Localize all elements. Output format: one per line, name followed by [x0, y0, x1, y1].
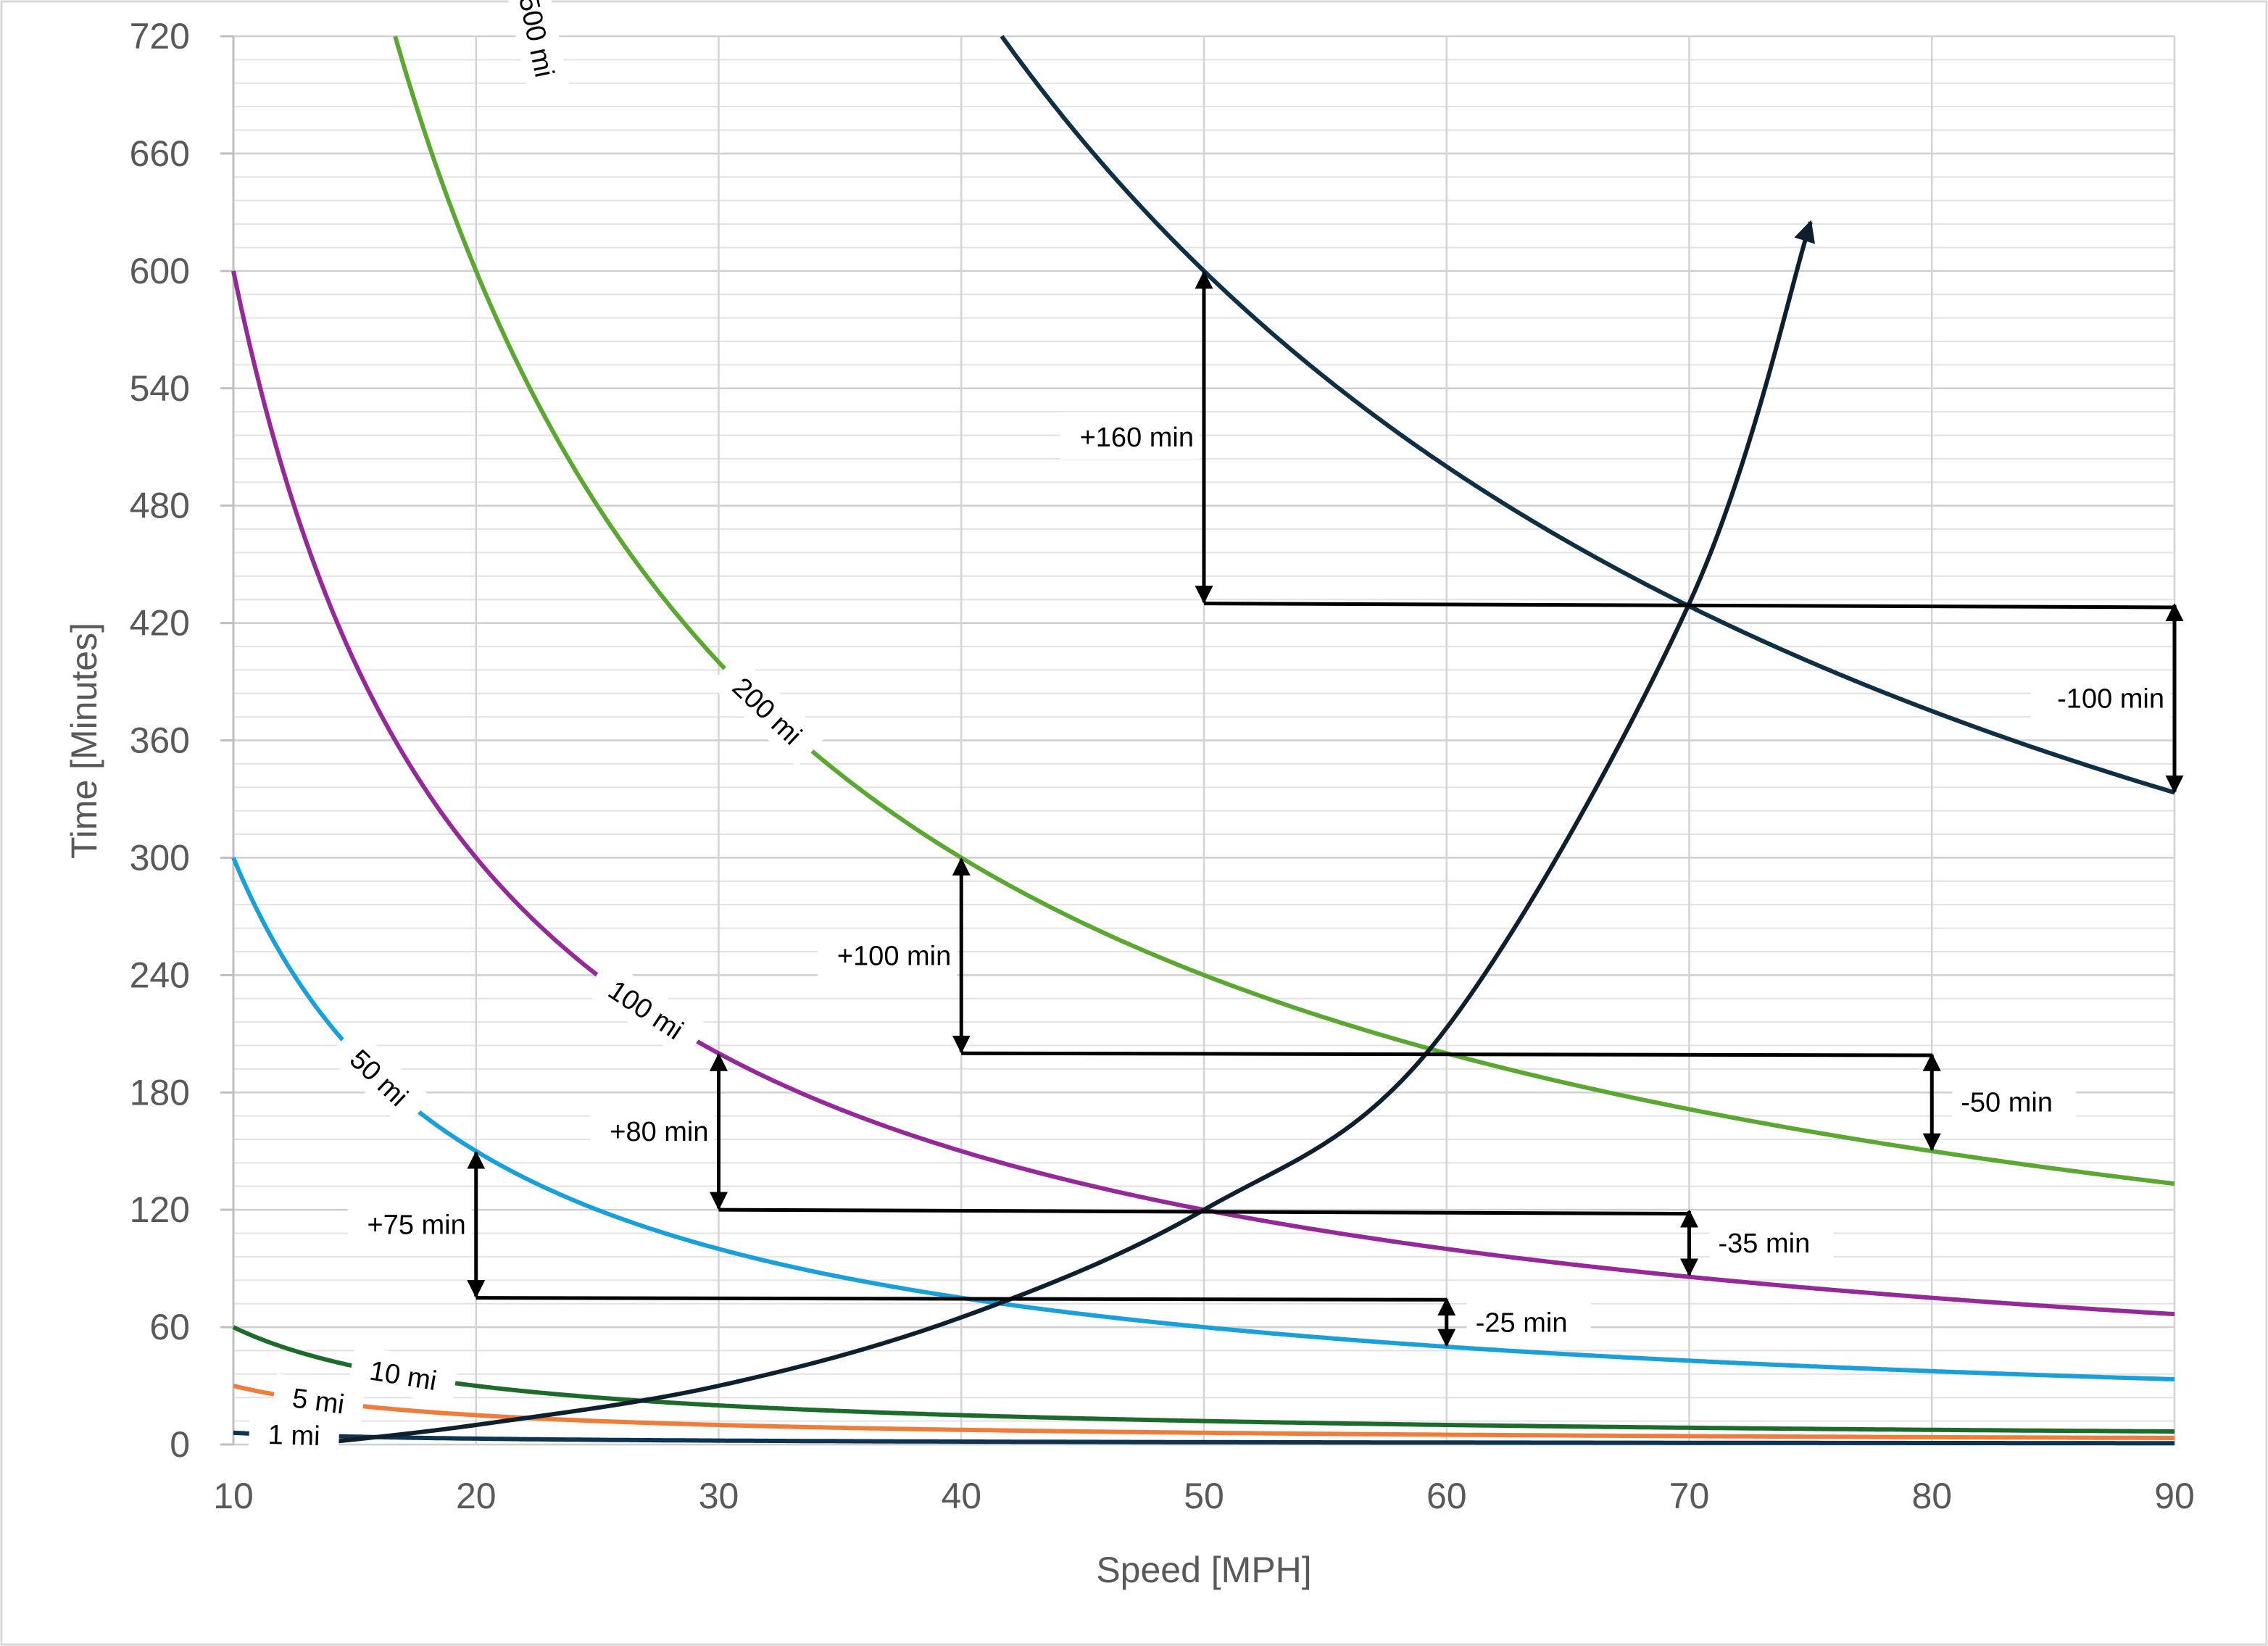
series-line-500-mi: [1000, 35, 2175, 795]
x-tick-label: 20: [456, 1476, 497, 1516]
y-axis-title: Time [Minutes]: [64, 623, 104, 859]
annotation-label: -50 min: [1961, 1088, 2053, 1118]
series-line-1-mi: [233, 1430, 2174, 1446]
series-label-bg: [348, 1345, 459, 1405]
y-tick-label: 720: [130, 16, 190, 57]
series-label-bg: [504, 0, 570, 99]
grid: [232, 35, 2176, 1446]
series-label-group: 10 mi: [348, 1345, 459, 1405]
annotations: +160 min -100 min +100 min -50 min +80 min -3…: [347, 270, 2184, 1347]
y-tick-label: 300: [130, 837, 190, 878]
x-tick-label: 40: [941, 1476, 981, 1516]
series-line-5-mi: [233, 1384, 2174, 1440]
annotation-label-bg: [590, 1107, 715, 1154]
reference-line: [718, 1208, 1690, 1216]
series-label-bg: [248, 1412, 340, 1457]
x-tick-label: 10: [213, 1476, 254, 1516]
y-tick-label: 0: [170, 1424, 190, 1465]
x-tick-label: 80: [1911, 1476, 1952, 1516]
reference-line: [1203, 602, 2175, 610]
series-label-group: 1 mi: [248, 1412, 340, 1457]
annotation-label-bg: [818, 931, 958, 978]
annotation-label: +80 min: [610, 1117, 708, 1147]
annotation-label-bg: [1060, 412, 1200, 460]
x-tick-label: 90: [2154, 1476, 2195, 1516]
y-tick-label: 660: [130, 133, 190, 174]
x-tick-label: 30: [699, 1476, 739, 1516]
annotation-label-bg: [1709, 1218, 1834, 1265]
annotation-label-bg: [347, 1200, 472, 1247]
y-tick-label: 540: [130, 368, 190, 409]
series-label-bg: [326, 1026, 433, 1129]
x-tick-label: 60: [1426, 1476, 1467, 1516]
y-tick-label: 420: [130, 603, 190, 644]
series-line-200-mi: [393, 36, 2175, 1186]
series-label-bg: [584, 958, 708, 1060]
reference-line: [475, 1296, 1447, 1302]
annotation-label: -100 min: [2057, 683, 2164, 714]
annotation-label: -25 min: [1476, 1308, 1568, 1338]
reference-line: [961, 1051, 1932, 1057]
series-label-bg: [709, 654, 826, 768]
y-tick-label: 600: [130, 251, 190, 291]
series-line-10-mi: [232, 1325, 2174, 1434]
x-tick-label: 50: [1184, 1476, 1224, 1516]
annotation-label-bg: [1952, 1077, 2077, 1124]
annotation-label-bg: [2031, 673, 2170, 720]
annotation-label-bg: [1466, 1297, 1591, 1344]
series-label: 1 mi: [267, 1420, 320, 1452]
y-tick-label: 60: [149, 1307, 190, 1347]
x-axis-title: Speed [MPH]: [1096, 1550, 1311, 1590]
y-tick-label: 240: [130, 955, 190, 995]
annotation-label: +100 min: [837, 941, 951, 971]
series-line-50-mi: [231, 857, 2175, 1381]
y-tick-label: 180: [130, 1072, 190, 1113]
y-tick-label: 120: [130, 1189, 190, 1230]
x-tick-label: 70: [1669, 1476, 1710, 1516]
annotation-label: +160 min: [1080, 423, 1194, 453]
y-tick-label: 480: [130, 486, 190, 526]
annotation-label: -35 min: [1719, 1229, 1811, 1259]
annotation-label: +75 min: [367, 1210, 466, 1240]
y-tick-label: 360: [130, 720, 190, 761]
